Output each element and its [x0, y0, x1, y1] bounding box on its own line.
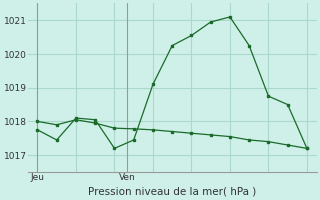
X-axis label: Pression niveau de la mer( hPa ): Pression niveau de la mer( hPa ) [88, 187, 256, 197]
